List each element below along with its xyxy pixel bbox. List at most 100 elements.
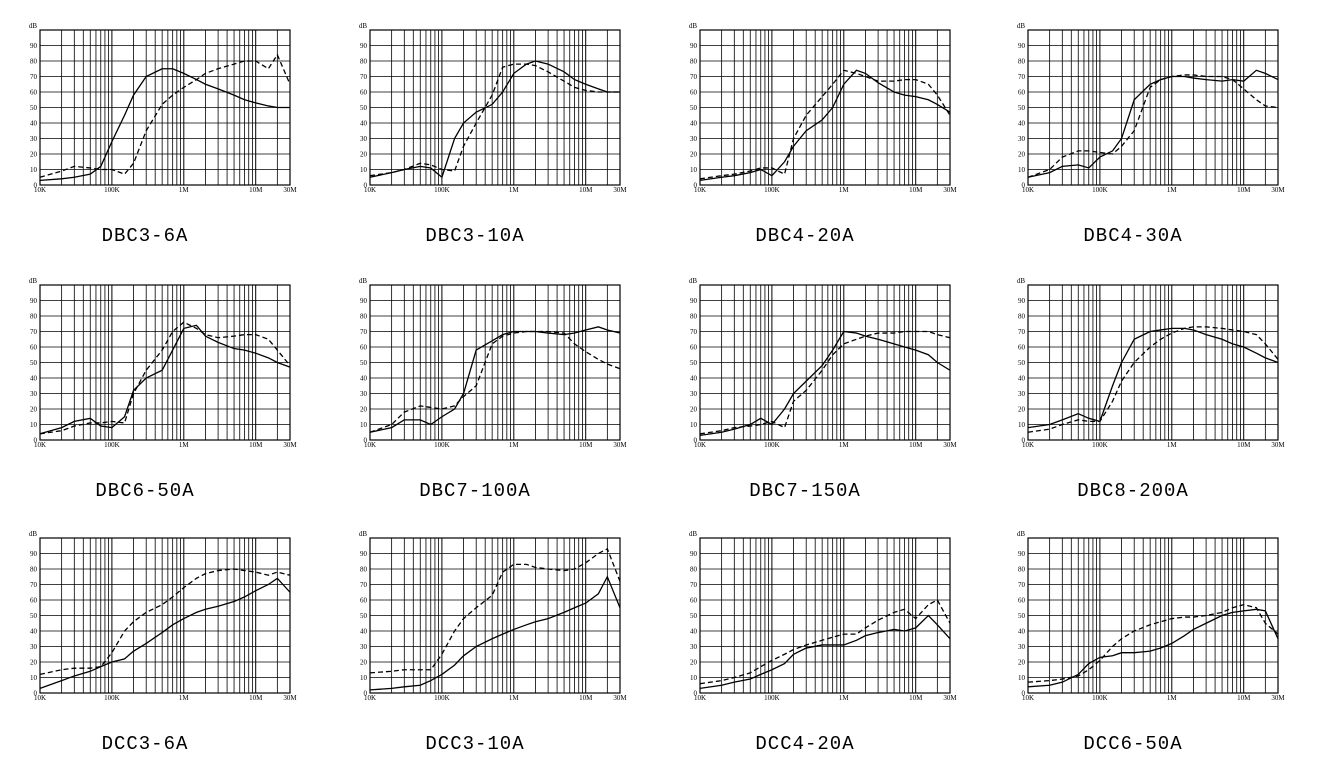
y-axis-label: dB (1017, 22, 1026, 30)
y-tick-label: 60 (1018, 89, 1026, 97)
y-tick-label: 10 (1018, 166, 1026, 174)
series-line (699, 69, 951, 181)
y-axis-label: dB (689, 277, 698, 285)
series-line (369, 63, 620, 177)
y-tick-label: 80 (30, 566, 38, 574)
x-tick-label: 10M (249, 694, 263, 702)
y-tick-label: 80 (690, 58, 698, 66)
x-tick-label: 1M (839, 694, 850, 702)
x-tick-label: 10M (579, 186, 593, 194)
y-tick-label: 60 (690, 89, 698, 97)
y-tick-label: 40 (690, 120, 698, 128)
x-tick-label: 30M (613, 694, 627, 702)
y-tick-label: 10 (1018, 421, 1026, 429)
y-tick-label: 0 (364, 437, 368, 445)
x-tick-label: 10K (364, 186, 376, 194)
plot-frame (39, 537, 291, 694)
series-line (699, 330, 951, 436)
chart-panel: 0 10 20 30 40 50 60 70 80 90 10K 100K 1M 10M 30M dB DBC7… (689, 277, 958, 502)
series-line (39, 568, 291, 676)
y-axis-label: dB (29, 277, 38, 285)
y-tick-label: 10 (690, 166, 698, 174)
x-tick-label: 30M (1271, 694, 1285, 702)
chart-panel: 0 10 20 30 40 50 60 70 80 90 10K 100K 1M 10M 30M dB DBC7… (359, 277, 628, 502)
y-tick-label: 80 (360, 313, 368, 321)
y-tick-label: 40 (1018, 375, 1026, 383)
chart-title: DBC7-150A (749, 480, 861, 502)
y-tick-label: 80 (360, 58, 368, 66)
x-tick-label: 10K (694, 441, 706, 449)
y-tick-label: 20 (30, 659, 38, 667)
x-tick-label: 100K (764, 441, 780, 449)
y-tick-label: 0 (1022, 182, 1026, 190)
y-tick-label: 60 (360, 89, 368, 97)
y-tick-label: 60 (360, 344, 368, 352)
x-tick-label: 30M (613, 186, 627, 194)
y-tick-label: 20 (30, 151, 38, 159)
series-line (369, 547, 621, 674)
y-tick-label: 20 (690, 151, 698, 159)
x-tick-label: 100K (434, 441, 450, 449)
series-line (1027, 327, 1279, 429)
y-tick-label: 0 (364, 690, 368, 698)
y-tick-label: 50 (360, 104, 368, 112)
chart-panel: 0 10 20 30 40 50 60 70 80 90 10K 100K 1M 10M 30M dB DBC6… (29, 277, 298, 502)
y-tick-label: 40 (30, 120, 38, 128)
y-tick-label: 40 (1018, 628, 1026, 636)
series-line (1027, 603, 1279, 683)
y-tick-label: 90 (360, 550, 368, 558)
y-axis-label: dB (1017, 530, 1026, 538)
y-axis-label: dB (29, 22, 38, 30)
plot-frame (1027, 537, 1279, 694)
chart-panel: 0 10 20 30 40 50 60 70 80 90 10K 100K 1M 10M 30M dB DBC4… (1017, 22, 1286, 247)
x-tick-label: 1M (179, 441, 190, 449)
y-tick-label: 80 (1018, 566, 1026, 574)
x-tick-label: 10M (1237, 694, 1251, 702)
y-tick-label: 20 (1018, 151, 1026, 159)
x-tick-label: 100K (1092, 186, 1108, 194)
y-axis-label: dB (359, 530, 368, 538)
y-tick-label: 20 (690, 659, 698, 667)
y-axis-label: dB (689, 530, 698, 538)
plot-frame (699, 537, 951, 694)
chart-panel: 0 10 20 30 40 50 60 70 80 90 10K 100K 1M 10M 30M dB DCC6… (1017, 530, 1286, 755)
y-tick-label: 90 (1018, 297, 1026, 305)
y-tick-label: 10 (360, 674, 368, 682)
y-tick-label: 90 (30, 297, 38, 305)
x-tick-label: 10M (249, 441, 263, 449)
y-tick-label: 70 (360, 581, 368, 589)
y-tick-label: 30 (360, 643, 368, 651)
y-tick-label: 90 (30, 42, 38, 50)
chart-panel: 0 10 20 30 40 50 60 70 80 90 10K 100K 1M 10M 30M dB DCC4… (689, 530, 958, 755)
y-tick-label: 30 (30, 643, 38, 651)
y-tick-label: 70 (690, 581, 698, 589)
y-tick-label: 50 (690, 104, 698, 112)
y-tick-label: 20 (360, 406, 368, 414)
y-tick-label: 70 (30, 73, 38, 81)
y-tick-label: 0 (694, 690, 698, 698)
y-tick-label: 50 (30, 359, 38, 367)
series-line (369, 326, 621, 433)
x-tick-label: 1M (509, 186, 520, 194)
y-tick-label: 40 (690, 628, 698, 636)
y-tick-label: 0 (1022, 437, 1026, 445)
series-line (39, 53, 291, 178)
y-tick-label: 70 (30, 328, 38, 336)
x-tick-label: 30M (943, 694, 957, 702)
x-tick-label: 10K (1022, 441, 1034, 449)
chart-title: DCC6-50A (1083, 733, 1182, 755)
y-tick-label: 80 (360, 566, 368, 574)
y-tick-label: 30 (1018, 643, 1026, 651)
series-line (699, 330, 951, 435)
y-tick-label: 70 (360, 328, 368, 336)
plot-frame (369, 284, 621, 441)
y-tick-label: 30 (360, 390, 368, 398)
x-tick-label: 1M (509, 441, 520, 449)
x-tick-label: 100K (764, 694, 780, 702)
y-tick-label: 50 (690, 612, 698, 620)
y-tick-label: 30 (690, 643, 698, 651)
y-tick-label: 10 (690, 674, 698, 682)
y-tick-label: 60 (30, 597, 38, 605)
y-tick-label: 20 (1018, 406, 1026, 414)
x-tick-label: 1M (1167, 441, 1178, 449)
